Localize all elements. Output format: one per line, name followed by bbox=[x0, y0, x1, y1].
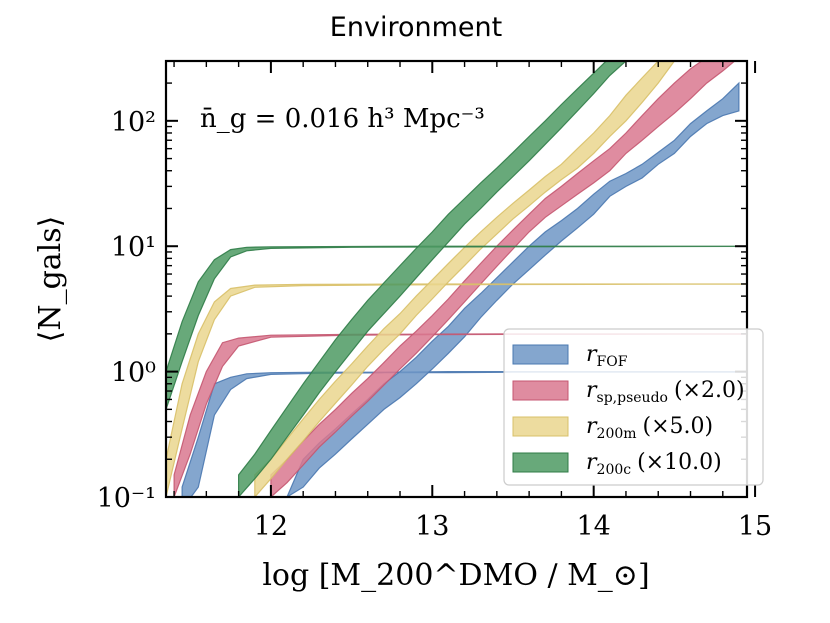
series-1-band-1 bbox=[270, 61, 736, 497]
x-axis-label: log [M_200^DMO / M_⊙] bbox=[262, 558, 649, 593]
series-2-band-0 bbox=[166, 283, 747, 497]
x-tick-label: 14 bbox=[577, 511, 611, 542]
series-0-band-0 bbox=[181, 371, 747, 497]
legend-swatch-3 bbox=[512, 452, 569, 473]
legend-label-3: r200c (×10.0) bbox=[586, 450, 722, 478]
legend-label-1: rsp,pseudo (×2.0) bbox=[586, 378, 745, 406]
legend-swatch-2 bbox=[512, 416, 569, 437]
series-3-band-0 bbox=[166, 245, 747, 410]
density-annotation: n̄_g = 0.016 h³ Mpc⁻³ bbox=[200, 104, 485, 134]
y-axis-label: ⟨N_gals⟩ bbox=[33, 216, 68, 343]
y-tick-label: 10⁰ bbox=[111, 358, 156, 389]
y-tick-label: 10¹ bbox=[111, 232, 156, 263]
series-2-band-1 bbox=[254, 61, 675, 497]
y-tick-label: 10⁻¹ bbox=[97, 483, 156, 514]
x-tick-label: 13 bbox=[415, 511, 449, 542]
legend-label-0: rFOF bbox=[586, 342, 628, 370]
legend-box bbox=[503, 328, 764, 486]
legend-swatch-1 bbox=[512, 380, 569, 401]
plot-frame bbox=[164, 59, 749, 499]
axis-tick-labels: 12 13 14 15 10⁻¹ 10⁰ 10¹ 10² bbox=[97, 107, 773, 542]
series-3-band-1 bbox=[238, 61, 627, 497]
series-bands bbox=[166, 61, 747, 497]
y-tick-label: 10² bbox=[111, 107, 156, 138]
x-tick-label: 12 bbox=[254, 511, 288, 542]
x-tick-label: 15 bbox=[738, 511, 772, 542]
chart-title: Environment bbox=[330, 12, 502, 43]
series-1-band-0 bbox=[173, 333, 747, 497]
legend-swatch-0 bbox=[512, 344, 569, 365]
legend: rFOF rsp,pseudo (×2.0) r200m (×5.0) r200c (×10… bbox=[503, 328, 764, 486]
legend-label-2: r200m (×5.0) bbox=[586, 414, 713, 442]
